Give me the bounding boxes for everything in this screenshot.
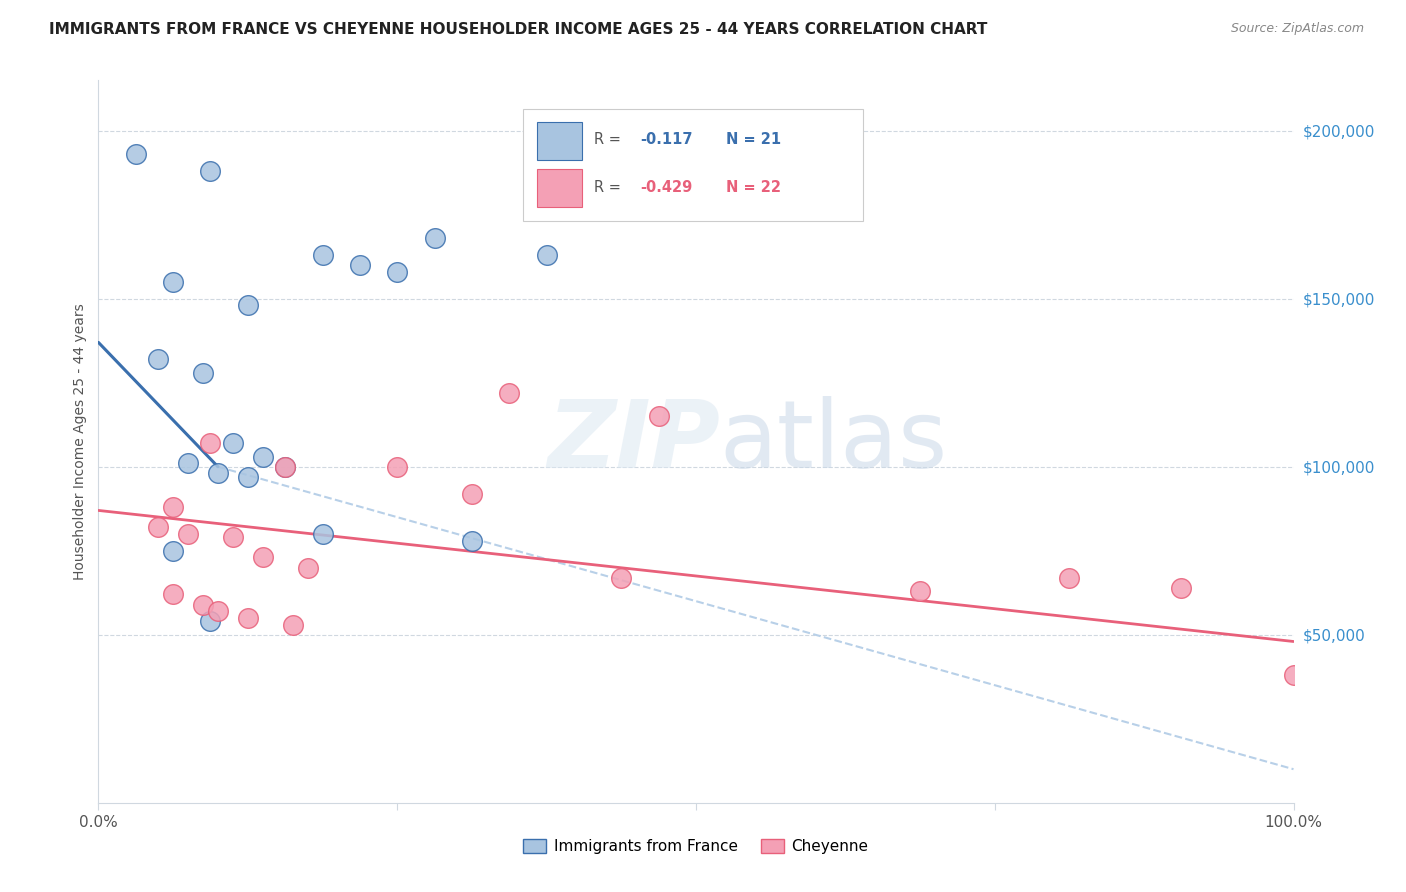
Point — [177, 527, 200, 541]
Point — [191, 598, 214, 612]
Point — [385, 459, 409, 474]
Point — [349, 258, 371, 272]
Point — [162, 275, 184, 289]
Point — [162, 543, 184, 558]
Point — [162, 587, 184, 601]
Point — [423, 231, 446, 245]
Point — [252, 450, 274, 464]
Point — [222, 530, 245, 544]
Text: -0.117: -0.117 — [640, 132, 692, 147]
Point — [200, 615, 222, 629]
Point — [177, 456, 200, 470]
Y-axis label: Householder Income Ages 25 - 44 years: Householder Income Ages 25 - 44 years — [73, 303, 87, 580]
Text: atlas: atlas — [720, 395, 948, 488]
Point — [222, 436, 245, 450]
Point — [274, 459, 297, 474]
Point — [461, 533, 484, 548]
Bar — [537, 122, 582, 160]
Bar — [537, 169, 582, 207]
Point — [536, 248, 558, 262]
Point — [647, 409, 669, 424]
Point — [498, 385, 520, 400]
Point — [1170, 581, 1192, 595]
Point — [252, 550, 274, 565]
Point — [207, 467, 229, 481]
Text: IMMIGRANTS FROM FRANCE VS CHEYENNE HOUSEHOLDER INCOME AGES 25 - 44 YEARS CORRELA: IMMIGRANTS FROM FRANCE VS CHEYENNE HOUSE… — [49, 22, 987, 37]
Point — [207, 604, 229, 618]
Point — [162, 500, 184, 514]
Text: N = 22: N = 22 — [725, 179, 780, 194]
Point — [125, 147, 148, 161]
Point — [297, 560, 319, 574]
Text: ZIP: ZIP — [547, 395, 720, 488]
Point — [274, 459, 297, 474]
Point — [610, 571, 633, 585]
Text: N = 21: N = 21 — [725, 132, 780, 147]
Point — [908, 584, 931, 599]
Point — [385, 265, 409, 279]
Point — [200, 164, 222, 178]
Point — [281, 617, 304, 632]
Point — [236, 611, 259, 625]
Point — [461, 486, 484, 500]
Legend: Immigrants from France, Cheyenne: Immigrants from France, Cheyenne — [517, 833, 875, 860]
Point — [311, 527, 333, 541]
Point — [1059, 571, 1081, 585]
Text: -0.429: -0.429 — [640, 179, 692, 194]
Point — [200, 436, 222, 450]
Point — [311, 248, 333, 262]
Point — [236, 470, 259, 484]
Text: R =: R = — [595, 132, 626, 147]
Text: Source: ZipAtlas.com: Source: ZipAtlas.com — [1230, 22, 1364, 36]
Text: R =: R = — [595, 179, 626, 194]
FancyBboxPatch shape — [523, 109, 863, 221]
Point — [148, 520, 170, 534]
Point — [1282, 668, 1305, 682]
Point — [191, 366, 214, 380]
Point — [236, 298, 259, 312]
Point — [148, 352, 170, 367]
